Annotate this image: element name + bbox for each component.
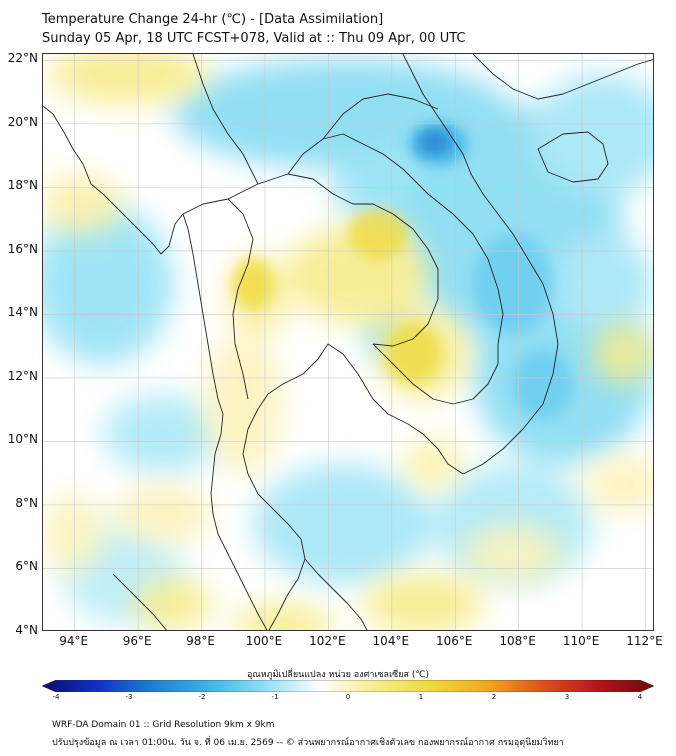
lat-label: 16°N	[7, 241, 38, 256]
colorbar-tick: 0	[345, 693, 351, 701]
temperature-field-svg	[43, 54, 653, 630]
chart-subtitle: Sunday 05 Apr, 18 UTC FCST+078, Valid at…	[42, 31, 466, 46]
colorbar-tick: -3	[125, 693, 133, 701]
chart-title: Temperature Change 24-hr (℃) - [Data Ass…	[42, 12, 384, 27]
lat-label: 6°N	[15, 559, 38, 574]
footer-credit: ปรับปรุงข้อมูล ณ เวลา 01:00น. วัน จ. ที่…	[52, 738, 564, 748]
colorbar-tick: 2	[491, 693, 497, 701]
warm-anomaly-regions	[43, 54, 653, 630]
colorbar-bar	[42, 680, 654, 692]
colorbar-tick: -4	[52, 693, 60, 701]
lon-label: 96°E	[122, 634, 152, 648]
malay-peninsula-east	[304, 558, 368, 630]
colorbar-tick: 3	[564, 693, 570, 701]
colorbar	[42, 680, 654, 692]
lat-label: 12°N	[7, 368, 38, 383]
sumatra-coast	[112, 573, 167, 630]
colorbar-tick: -2	[198, 693, 206, 701]
colorbar-tick: 1	[418, 693, 424, 701]
lon-label: 112°E	[626, 634, 663, 648]
cambodia-border	[372, 343, 499, 405]
lon-label: 108°E	[499, 634, 536, 648]
lon-label: 100°E	[245, 634, 283, 648]
coastlines-and-borders	[43, 54, 653, 630]
myanmar-china-border	[192, 54, 259, 185]
lon-label: 106°E	[435, 634, 473, 648]
colorbar-label: อุณหภูมิเปลี่ยนแปลง หน่วย องศาเซลเซียส (…	[246, 670, 430, 680]
colorbar-tick: 4	[637, 693, 643, 701]
laos-border	[287, 133, 504, 345]
footer-domain-info: WRF-DA Domain 01 :: Grid Resolution 9km …	[52, 720, 275, 730]
strong-warm-regions	[233, 209, 441, 384]
china-coast	[472, 54, 653, 100]
graticule	[43, 54, 653, 630]
colorbar-tick: -1	[271, 693, 279, 701]
lon-label: 98°E	[186, 634, 215, 648]
thailand-gulf-coast	[242, 343, 464, 630]
lat-label: 4°N	[15, 623, 38, 637]
weather-map[interactable]	[42, 53, 654, 631]
lon-label: 104°E	[372, 634, 410, 648]
lon-label: 102°E	[309, 634, 346, 648]
vietnam-china-border	[322, 93, 439, 140]
myanmar-coast	[43, 105, 268, 630]
lon-label: 94°E	[59, 634, 89, 648]
lon-label: 110°E	[562, 634, 600, 648]
cold-core	[419, 129, 451, 155]
lat-label: 14°N	[7, 305, 38, 320]
lat-label: 22°N	[7, 51, 38, 66]
lat-label: 20°N	[7, 114, 38, 129]
lat-label: 8°N	[15, 495, 38, 510]
cambodia-vietnam-coast	[402, 54, 559, 475]
hainan-island	[537, 131, 609, 183]
thai-border-north	[227, 173, 439, 347]
lat-label: 10°N	[7, 432, 38, 447]
lat-label: 18°N	[7, 178, 38, 193]
thai-border-west	[182, 198, 254, 400]
